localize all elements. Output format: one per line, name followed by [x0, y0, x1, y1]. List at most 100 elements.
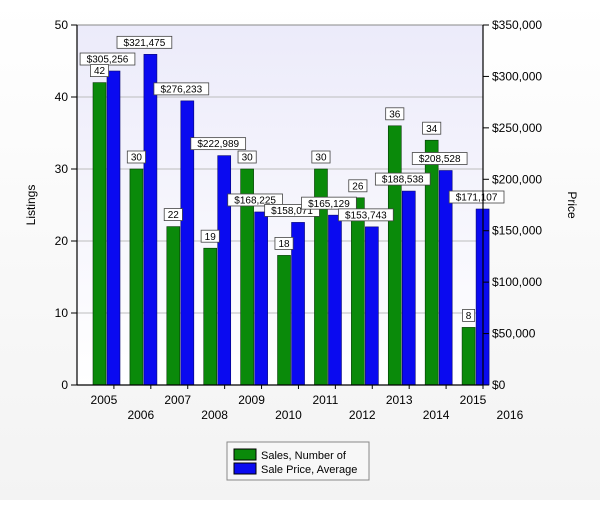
bar-price: [143, 54, 158, 386]
data-label-text: $321,475: [124, 38, 166, 49]
y-tick-label-right: $300,000: [492, 69, 542, 83]
data-label: 30: [126, 150, 146, 164]
data-label-box: [448, 190, 505, 204]
bar-price: [254, 211, 268, 386]
data-label-text: $153,743: [345, 210, 387, 221]
x-tick-label: 2010: [275, 408, 302, 422]
data-label: 22: [163, 208, 183, 222]
y-tick-label-left: 0: [61, 378, 68, 392]
data-label-text: $165,129: [308, 199, 350, 210]
bar-price: [217, 155, 232, 386]
data-label: 26: [348, 179, 368, 192]
data-label-text: 26: [352, 181, 364, 192]
data-label: $222,989: [190, 137, 247, 151]
y-tick-label-left: 30: [55, 162, 69, 176]
bar-sales: [203, 247, 218, 386]
y-axis-left-title: Listings: [24, 185, 38, 226]
data-label-text: 18: [278, 239, 290, 250]
x-tick-label: 2016: [497, 408, 524, 422]
y-tick-label-right: $200,000: [492, 172, 542, 186]
bar-sales: [166, 226, 181, 386]
data-label-text: $276,233: [160, 84, 202, 95]
data-label: $171,107: [448, 190, 505, 204]
data-label-box: [163, 208, 183, 222]
data-label-box: [374, 172, 431, 186]
bar-price: [401, 190, 416, 386]
data-label: $165,129: [301, 196, 357, 210]
data-label-box: [338, 208, 394, 222]
legend: Sales, Number of Sale Price, Average: [226, 441, 370, 481]
bar-sales: [351, 197, 365, 386]
data-label-box: [190, 137, 247, 151]
bar-price: [328, 214, 342, 386]
data-label-box: [301, 196, 357, 210]
data-label-box: [116, 35, 173, 49]
x-tick-label: 2011: [312, 393, 338, 407]
data-label: 30: [311, 150, 331, 164]
data-label: $168,225: [227, 193, 283, 207]
data-label-text: $208,528: [419, 154, 461, 165]
bar-price: [106, 70, 121, 386]
data-label-text: 30: [315, 153, 327, 164]
x-tick-label: 2008: [201, 408, 228, 422]
bar-sales: [129, 168, 144, 386]
y-tick-label-right: $150,000: [492, 224, 542, 238]
bar-sales: [387, 125, 402, 386]
data-label: 36: [385, 107, 405, 120]
y-tick-label-right: $350,000: [492, 18, 542, 32]
data-label: $305,256: [79, 52, 136, 66]
data-label-text: 34: [426, 124, 438, 135]
data-label-text: 30: [131, 153, 143, 164]
x-tick-label: 2006: [127, 408, 154, 422]
data-label-box: [90, 64, 110, 77]
y-tick-label-left: 50: [55, 18, 69, 32]
data-label-text: 22: [168, 210, 180, 221]
y-axis-right-title: Price: [565, 191, 579, 219]
x-tick-label: 2009: [238, 393, 265, 407]
data-label-text: $305,256: [87, 55, 129, 66]
y-tick-label-right: $50,000: [492, 327, 536, 341]
x-tick-label: 2013: [386, 393, 413, 407]
bar-price: [365, 226, 379, 386]
data-label: 30: [237, 150, 257, 164]
bar-sales: [277, 255, 291, 386]
y-tick-label-left: 10: [55, 306, 69, 320]
data-label-box: [462, 308, 476, 322]
data-label: $188,538: [374, 172, 431, 186]
x-tick-label: 2014: [423, 408, 450, 422]
data-labels: $305,256 $321,475 $276,233 $222,989 $168,225…: [79, 35, 505, 322]
data-label-text: 42: [94, 66, 106, 77]
bar-sales: [461, 327, 476, 386]
data-label-box: [422, 121, 442, 135]
axes: 0 10 20 30 40 50 $0 $50,000 $100,000 $150,000 $200…: [55, 18, 543, 422]
data-label: 8: [462, 308, 476, 322]
bar-sales: [92, 82, 107, 386]
data-label-box: [227, 193, 283, 207]
data-label-text: $158,071: [271, 206, 313, 217]
y-tick-label-left: 40: [55, 90, 69, 104]
data-label-text: 8: [466, 311, 472, 322]
data-label-text: 19: [205, 232, 217, 243]
data-label-text: $222,989: [197, 139, 239, 150]
x-tick-label: 2007: [164, 393, 191, 407]
data-label-text: $188,538: [382, 175, 424, 186]
data-label-box: [311, 150, 331, 164]
data-label-text: $168,225: [234, 196, 276, 207]
legend-swatch-sales: [233, 448, 257, 461]
data-label: $276,233: [153, 82, 210, 96]
x-tick-label: 2015: [460, 393, 487, 407]
data-label-box: [200, 229, 220, 243]
data-label: 18: [274, 236, 294, 250]
data-label-box: [126, 150, 146, 164]
data-label-box: [274, 236, 294, 250]
data-label: $208,528: [411, 152, 468, 165]
data-label-text: 36: [389, 109, 401, 120]
legend-swatch-price: [233, 462, 257, 475]
data-label-box: [153, 82, 210, 96]
x-tick-label: 2005: [91, 393, 118, 407]
data-label: 19: [200, 229, 220, 243]
y-tick-label-right: $100,000: [492, 275, 542, 289]
data-label-text: $171,107: [456, 193, 498, 204]
data-label-text: 30: [242, 153, 254, 164]
